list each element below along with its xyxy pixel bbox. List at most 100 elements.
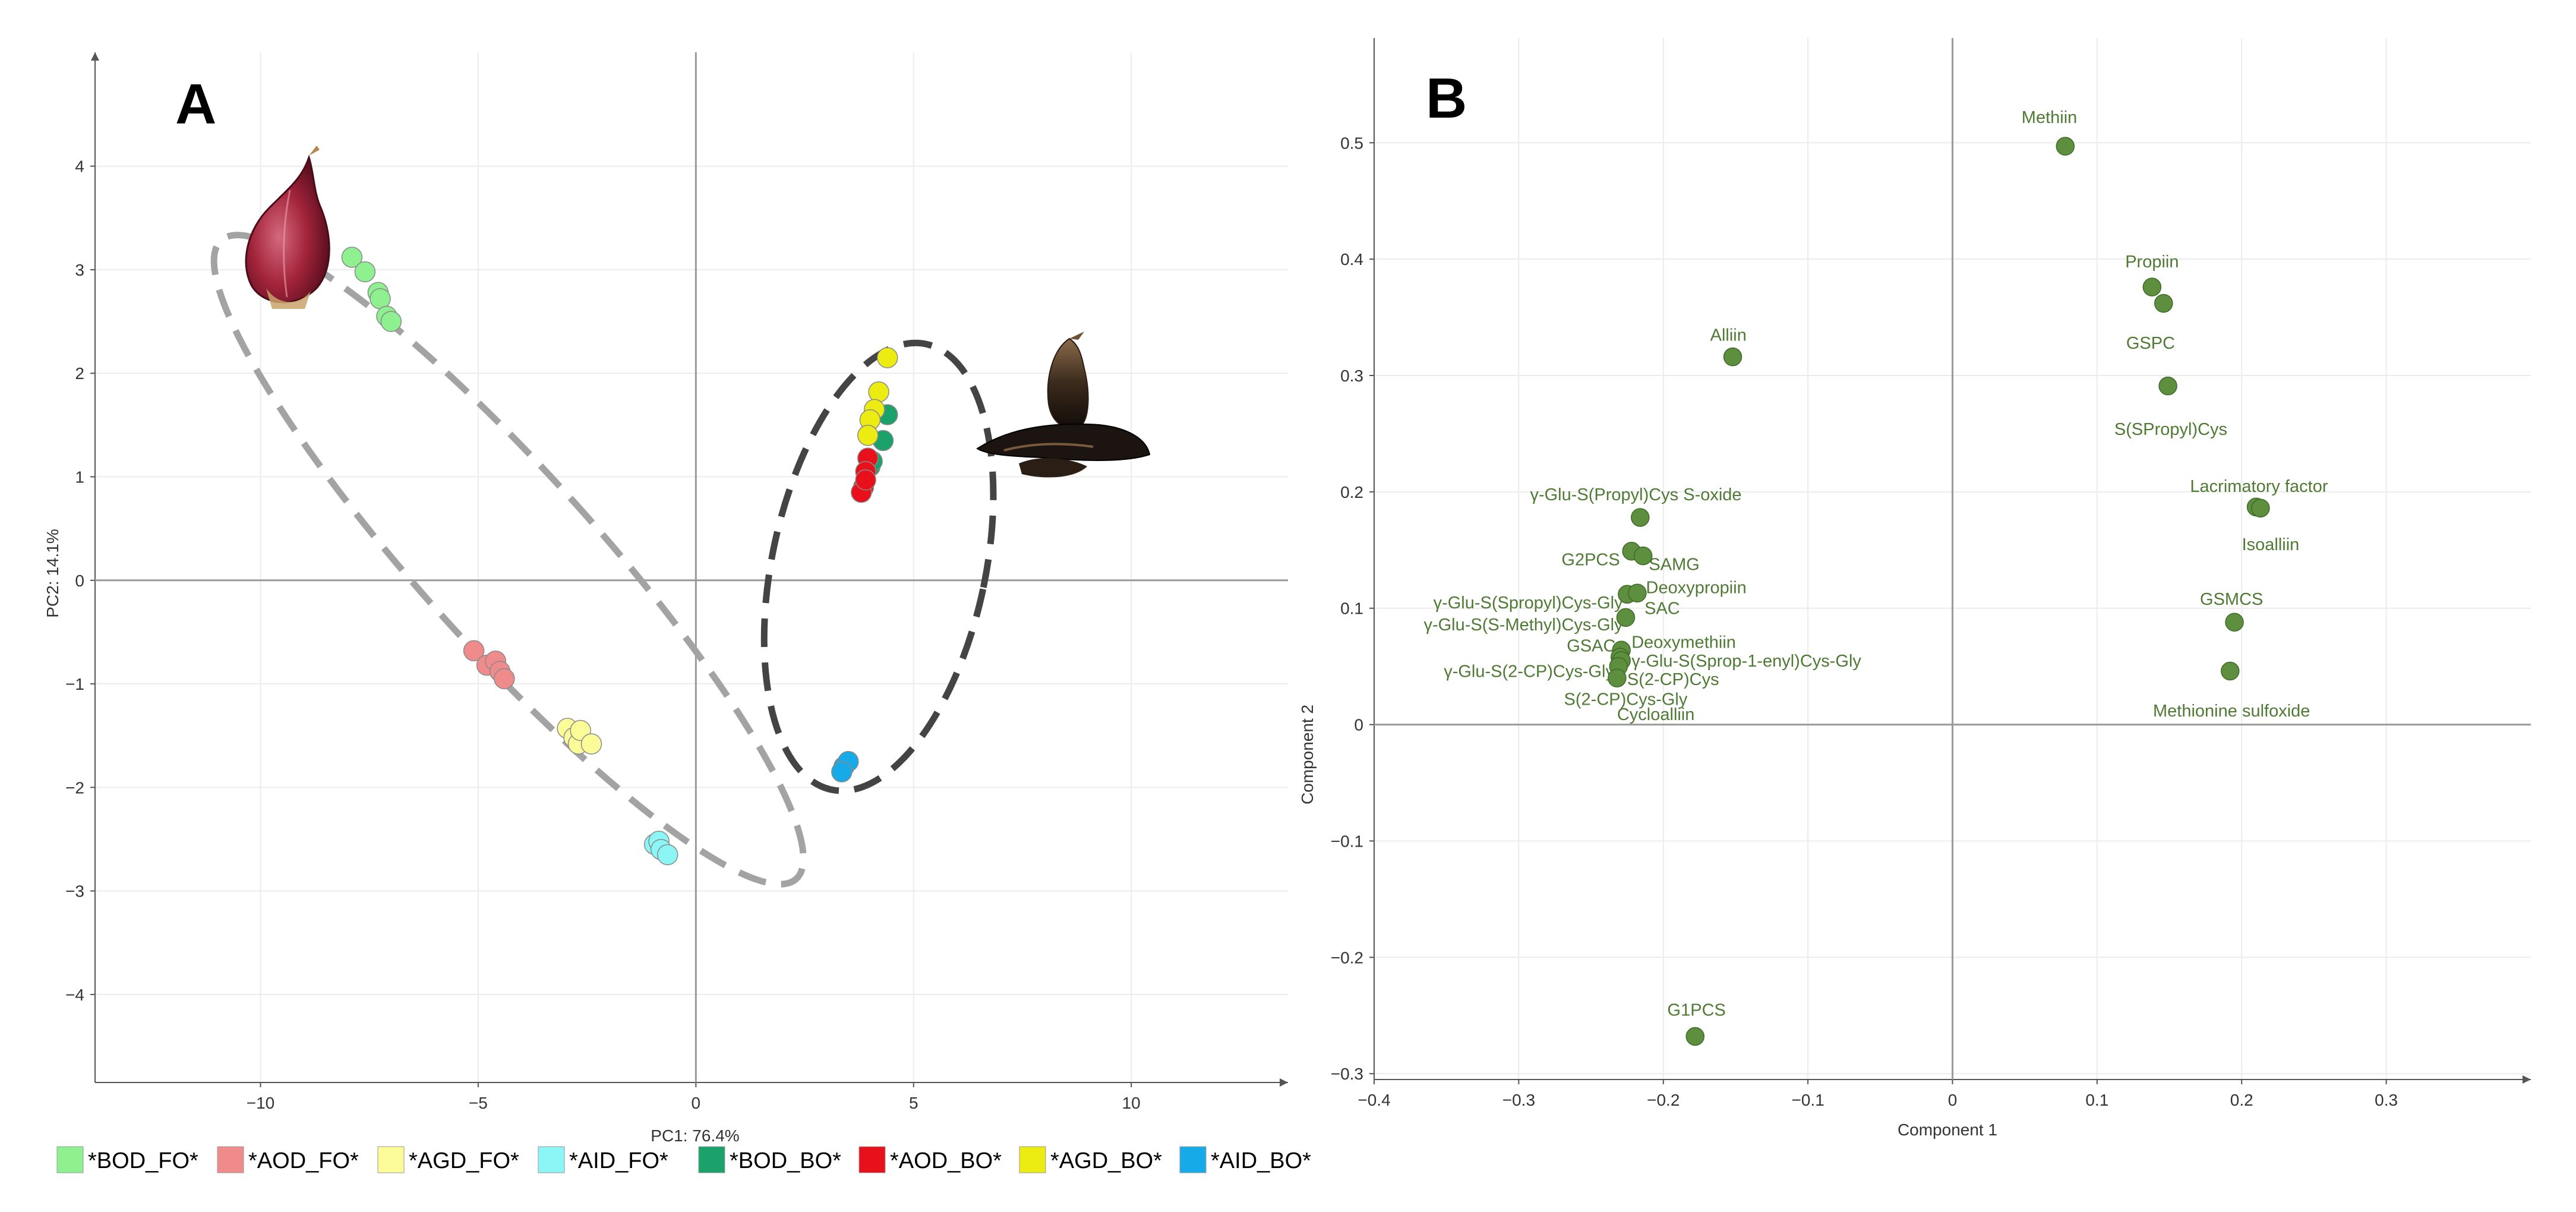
legend-label-aid_fo: *AID_FO* [569,1148,668,1173]
panel-a-point-aod_bo [855,469,876,491]
loading-label: Cycloalliin [1617,705,1695,724]
legend-label-bod_fo: *BOD_FO* [88,1148,198,1173]
loading-point [1631,508,1650,527]
panel-b-x-tick-label: −0.1 [1791,1091,1824,1109]
loading-label: Deoxymethiin [1631,633,1736,652]
panel-b-y-tick-label: −0.1 [1331,832,1363,850]
legend-label-aid_bo: *AID_BO* [1211,1148,1311,1173]
loading-label: SAMG [1649,555,1699,574]
legend-swatch-bod_bo [698,1146,725,1173]
loading-label: GSAC [1567,636,1615,655]
panel-a-y-tick-label: 1 [75,468,84,487]
loading-label: γ-Glu-S(S-Methyl)Cys-Gly [1423,616,1623,635]
loading-label: Methionine sulfoxide [2153,702,2310,721]
panel-a-x-tick-label: 0 [692,1094,701,1112]
panel-a-point-agd_bo [877,347,898,368]
loading-point [1628,583,1647,603]
loading-label: GSPC [2126,334,2175,353]
panel-b-points [1608,137,2270,1046]
panel-a-x-tick-label: 10 [1122,1094,1141,1112]
panel-a-point-aid_fo [656,844,678,866]
panel-b-y-tick-label: 0 [1354,716,1363,734]
panel-b-labels: Methiin Propiin GSPC S(SPropyl)Cys Alliin Lac… [1423,108,2328,1020]
fresh-onion-illustration [245,146,330,309]
loading-label: γ-Glu-S(2-CP)Cys-Gly [1444,662,1614,681]
panel-b-letter: B [1426,67,1467,130]
loading-point [2158,376,2177,396]
loading-point [2154,293,2173,313]
panel-a-x-axis-label: PC1: 76.4% [651,1126,739,1145]
loading-point [1723,347,1742,367]
panel-b-ticks: −0.4 −0.3 −0.2 −0.1 0 0.1 0.2 0.3 0.5 0.4 0.3 0.2 0.… [1331,134,2398,1109]
panel-b: −0.4 −0.3 −0.2 −0.1 0 0.1 0.2 0.3 0.5 0.4 0.3 0.2 0.… [1298,38,2531,1139]
panel-a-point-bod_fo [341,247,363,268]
legend-swatch-aod_fo [217,1146,244,1173]
panel-b-x-tick-label: 0.2 [2230,1091,2253,1109]
panel-a-point-bod_fo [380,311,402,332]
panel-a-point-bod_fo [354,261,376,283]
panel-a-point-agd_fo [580,733,602,755]
legend-label-bod_bo: *BOD_BO* [730,1148,841,1173]
panel-b-x-tick-label: −0.2 [1647,1091,1680,1109]
black-onion-cluster-ellipse [760,339,997,794]
legend-swatch-bod_fo [56,1146,84,1173]
loading-point [2225,613,2244,632]
loading-label: γ-Glu-S(Spropyl)Cys-Gly [1434,594,1624,613]
loading-point [1608,668,1627,688]
loading-label: S(SPropyl)Cys [2114,420,2227,439]
legend-swatch-aod_bo [858,1146,886,1173]
loading-label: γ-Glu-S(Sprop-1-enyl)Cys-Gly [1631,652,1861,671]
panel-a-y-tick-label: 2 [75,364,84,383]
loading-point [2056,137,2075,156]
loading-label: Isoalliin [2242,535,2300,554]
legend: *BOD_FO* *AOD_FO* *AGD_FO* *AID_FO* *BOD_BO*… [56,1146,1311,1173]
legend-label-agd_bo: *AGD_BO* [1050,1148,1162,1173]
panel-a-y-tick-label: 0 [75,572,84,590]
loading-label: γ-Glu-S(Propyl)Cys S-oxide [1530,485,1741,504]
loading-label: Methiin [2022,108,2078,127]
panel-b-x-arrow [2523,1075,2531,1084]
panel-b-y-tick-label: 0.5 [1340,134,1363,152]
panel-a-y-tick-label: −2 [65,778,84,797]
panel-a-ellipses [210,232,997,888]
panel-b-y-tick-label: 0.3 [1340,367,1363,385]
panel-a-y-arrow [91,52,99,61]
panel-a-x-tick-label: 5 [909,1094,918,1112]
loading-label: SAC [1644,599,1680,618]
panel-b-y-tick-label: 0.4 [1340,250,1363,269]
loading-label: Alliin [1710,326,1747,345]
loading-label: G2PCS [1561,550,1620,569]
panel-a-point-agd_bo [857,425,879,446]
loading-point [2221,661,2240,681]
loading-label: G1PCS [1668,1000,1726,1020]
fresh-onion-cluster-ellipse [210,232,807,888]
panel-a-letter: A [175,72,216,136]
loading-label: S(2-CP)Cys-Gly [1564,690,1688,709]
panel-a-grid [95,52,1288,1082]
loading-point [2251,498,2270,518]
panel-a-y-tick-label: −1 [65,675,84,693]
panel-a-x-tick-label: −10 [247,1094,275,1112]
panel-a-points [341,247,898,866]
loading-point [1633,546,1653,566]
loading-label: S(2-CP)Cys [1627,670,1719,689]
legend-swatch-agd_bo [1019,1146,1046,1173]
panel-a-point-aod_fo [494,668,515,690]
loading-point [1616,608,1636,627]
panel-b-x-tick-label: 0.1 [2085,1091,2108,1109]
panel-a-point-agd_bo [868,381,889,403]
loading-point [1685,1027,1705,1046]
legend-label-aod_fo: *AOD_FO* [248,1148,359,1173]
panel-a-point-aid_bo [831,761,853,782]
panel-b-x-tick-label: −0.3 [1502,1091,1535,1109]
panel-a-y-tick-label: −3 [65,882,84,901]
panel-a-y-tick-label: 4 [75,157,84,176]
panel-b-x-axis-label: Component 1 [1898,1121,1997,1139]
legend-swatch-aid_fo [538,1146,565,1173]
panel-a-y-axis-label: PC2: 14.1% [43,529,62,617]
panel-b-y-axis-label: Component 2 [1298,705,1317,804]
legend-swatch-aid_bo [1179,1146,1207,1173]
panel-a-y-tick-label: −4 [65,986,84,1004]
